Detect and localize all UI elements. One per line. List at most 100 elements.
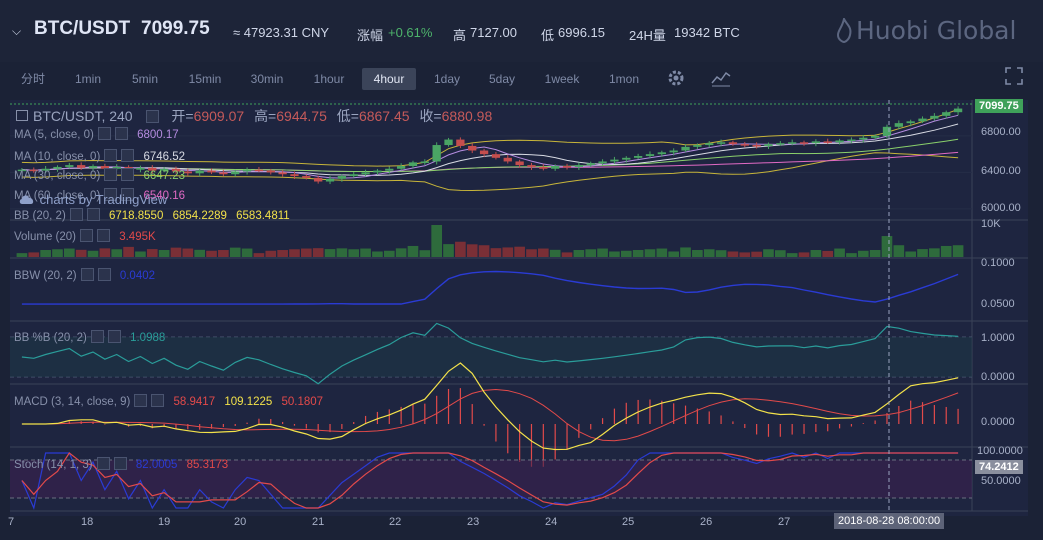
ma10-legend[interactable]: MA (10, close, 0) 6746.52 bbox=[14, 149, 185, 163]
settings-icon[interactable] bbox=[104, 168, 118, 181]
volume-bar bbox=[111, 249, 123, 257]
volume-bar bbox=[478, 245, 490, 257]
volume-bar bbox=[265, 250, 277, 257]
candle-body bbox=[953, 108, 963, 113]
settings-icon[interactable] bbox=[90, 330, 104, 343]
tf-1min[interactable]: 1min bbox=[74, 72, 101, 86]
ma5-legend[interactable]: MA (5, close, 0) 6800.17 bbox=[14, 127, 179, 141]
settings-icon[interactable] bbox=[80, 229, 94, 242]
candle-body bbox=[799, 142, 809, 144]
volume-bar bbox=[135, 251, 146, 257]
pair-title[interactable]: BTC/USDT bbox=[34, 18, 131, 39]
tf-5day[interactable]: 5day bbox=[488, 72, 516, 86]
close-icon[interactable] bbox=[121, 149, 135, 162]
candle-body bbox=[527, 165, 536, 167]
stoch-axis-label: 100.0000 bbox=[977, 445, 1023, 457]
close-icon[interactable] bbox=[97, 268, 111, 281]
settings-icon[interactable] bbox=[96, 457, 110, 470]
candle-body bbox=[444, 139, 453, 146]
volume-bar bbox=[123, 246, 134, 257]
volume-24h-value: 19342 BTC bbox=[674, 25, 740, 40]
candle-body bbox=[53, 166, 62, 169]
stoch-legend[interactable]: Stoch (14, 1, 3) 82.0005 85.3173 bbox=[14, 457, 228, 471]
low-label: 低 bbox=[541, 28, 555, 43]
macd-legend[interactable]: MACD (3, 14, close, 9) 58.9417 109.1225 … bbox=[14, 394, 323, 408]
settings-icon[interactable] bbox=[104, 188, 118, 201]
ma60-value: 6540.16 bbox=[143, 190, 186, 202]
close-icon[interactable] bbox=[114, 127, 128, 140]
volume-bar bbox=[549, 249, 561, 257]
close-icon[interactable] bbox=[113, 457, 127, 470]
candle-body bbox=[882, 126, 892, 136]
candle-body bbox=[159, 168, 169, 171]
close-icon[interactable] bbox=[151, 394, 165, 407]
settings-icon[interactable] bbox=[97, 127, 111, 140]
candle-body bbox=[373, 170, 382, 173]
volume-bar bbox=[798, 252, 810, 257]
settings-icon[interactable] bbox=[69, 208, 83, 221]
bbpct-legend[interactable]: BB %B (20, 2) 1.0988 bbox=[14, 330, 165, 344]
volume-bar bbox=[443, 244, 454, 257]
candle-body bbox=[290, 174, 299, 177]
volume-bar bbox=[739, 252, 751, 257]
candle-body bbox=[586, 163, 595, 166]
tf-4hour[interactable]: 4hour bbox=[362, 68, 416, 90]
bbpct-value: 1.0988 bbox=[130, 332, 166, 344]
candle-body bbox=[100, 166, 110, 169]
tf-5min[interactable]: 5min bbox=[131, 72, 158, 86]
collapse-icon[interactable] bbox=[16, 110, 28, 121]
close-icon[interactable] bbox=[107, 330, 121, 343]
fullscreen-icon[interactable] bbox=[1004, 66, 1024, 86]
candle-body bbox=[740, 144, 749, 146]
ma60-legend[interactable]: MA (60, close, 0) 6540.16 bbox=[14, 188, 185, 202]
close-icon[interactable] bbox=[121, 188, 135, 201]
tf-1week[interactable]: 1week bbox=[544, 72, 580, 86]
candle-body bbox=[930, 115, 939, 119]
tf-15min[interactable]: 15min bbox=[188, 72, 222, 86]
price-axis-label: 6800.00 bbox=[981, 126, 1021, 138]
last-price: 7099.75 bbox=[141, 18, 210, 39]
candle-body bbox=[325, 178, 335, 182]
bbw-legend[interactable]: BBW (20, 2) 0.0402 bbox=[14, 268, 155, 282]
volume-bar bbox=[893, 245, 905, 257]
gear-icon[interactable] bbox=[666, 68, 686, 88]
volume-bar bbox=[656, 248, 668, 257]
volume-bar bbox=[620, 250, 632, 257]
settings-icon[interactable] bbox=[134, 394, 148, 407]
volume-bar bbox=[502, 247, 514, 257]
volume-value: 3.495K bbox=[119, 231, 156, 243]
candle-body bbox=[207, 170, 216, 173]
volume-bar bbox=[28, 252, 40, 257]
tf-1hour[interactable]: 1hour bbox=[313, 72, 345, 86]
tf-realtime[interactable]: 分时 bbox=[20, 72, 45, 86]
volume-bar bbox=[952, 245, 964, 257]
volume-bar bbox=[87, 250, 99, 257]
candle-body bbox=[610, 159, 619, 162]
tf-1mon[interactable]: 1mon bbox=[608, 72, 640, 86]
indicators-icon[interactable] bbox=[710, 68, 732, 88]
volume-bar bbox=[609, 251, 620, 257]
bb-legend[interactable]: BB (20, 2) 6718.8550 6854.2289 6583.4811 bbox=[14, 208, 290, 222]
candle-body bbox=[231, 171, 240, 175]
settings-icon[interactable] bbox=[80, 268, 94, 281]
volume-legend[interactable]: Volume (20) 3.495K bbox=[14, 229, 156, 243]
ma30-legend[interactable]: MA (30, close, 0) 6647.23 bbox=[14, 168, 185, 182]
candle-body bbox=[361, 172, 370, 175]
eye-icon[interactable] bbox=[146, 110, 160, 123]
tf-1day[interactable]: 1day bbox=[433, 72, 461, 86]
candle-body bbox=[65, 165, 74, 167]
close-icon[interactable] bbox=[86, 208, 100, 221]
candle-body bbox=[314, 177, 323, 182]
close-icon[interactable] bbox=[97, 229, 111, 242]
volume-bar bbox=[336, 248, 348, 257]
volume-bar bbox=[917, 249, 928, 257]
candle-body bbox=[408, 162, 418, 167]
close-icon[interactable] bbox=[121, 168, 135, 181]
tf-30min[interactable]: 30min bbox=[250, 72, 284, 86]
settings-icon[interactable] bbox=[104, 149, 118, 162]
ma10-value: 6746.52 bbox=[143, 151, 186, 163]
chevron-down-icon[interactable]: ⌵ bbox=[12, 24, 22, 38]
bbpct-line bbox=[21, 322, 959, 385]
volume-bar bbox=[170, 247, 182, 257]
